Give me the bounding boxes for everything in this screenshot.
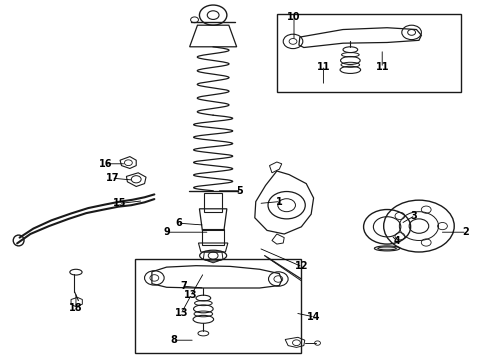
Text: 2: 2 — [462, 227, 469, 237]
Text: 14: 14 — [307, 312, 320, 322]
Text: 11: 11 — [317, 62, 330, 72]
Text: 16: 16 — [98, 159, 112, 169]
Bar — [135, 259, 301, 353]
Text: 1: 1 — [276, 197, 283, 207]
Text: 13: 13 — [184, 290, 198, 300]
Text: 13: 13 — [174, 308, 188, 318]
Text: 3: 3 — [411, 211, 417, 221]
Text: 12: 12 — [294, 261, 308, 271]
Ellipse shape — [374, 246, 400, 251]
Text: 8: 8 — [171, 335, 177, 345]
Text: 10: 10 — [287, 12, 301, 22]
Text: 15: 15 — [113, 198, 127, 208]
Text: 6: 6 — [175, 218, 182, 228]
Text: 9: 9 — [163, 227, 170, 237]
Bar — [277, 14, 461, 92]
Text: 7: 7 — [180, 281, 187, 291]
Text: 11: 11 — [375, 62, 389, 72]
Text: 5: 5 — [237, 186, 244, 196]
Text: 4: 4 — [393, 236, 400, 246]
Text: 17: 17 — [106, 173, 120, 183]
Text: 18: 18 — [69, 303, 83, 313]
